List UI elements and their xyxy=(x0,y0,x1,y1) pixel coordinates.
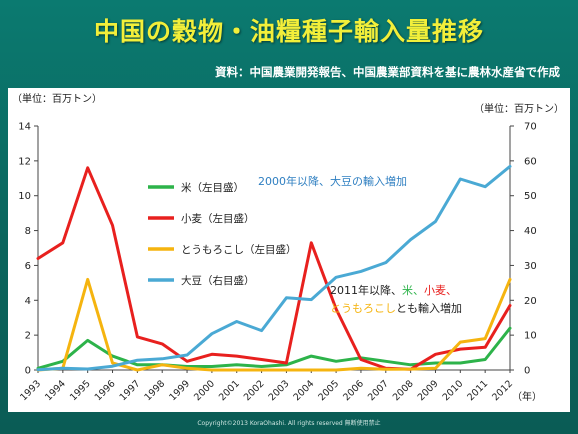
y-right-tick-label: 60 xyxy=(524,156,537,167)
y-left-tick-label: 14 xyxy=(18,122,31,133)
y-right-tick-label: 30 xyxy=(524,261,537,272)
x-tick-label: 2002 xyxy=(242,378,267,403)
legend-label-3: 大豆（右目盛） xyxy=(181,274,255,287)
x-tick-label: 1993 xyxy=(18,378,43,403)
annotation-corn: とうもろこし xyxy=(330,302,396,315)
x-tick-label: 1995 xyxy=(68,378,93,403)
x-tick-label: 2003 xyxy=(267,378,292,403)
source-note: 資料：中国農業開発報告、中国農業部資料を基に農林水産省で作成 xyxy=(215,65,560,79)
y-right-tick-label: 10 xyxy=(524,331,537,342)
y-left-tick-label: 2 xyxy=(25,331,31,342)
y-left-tick-label: 8 xyxy=(25,226,31,237)
y-right-tick-label: 40 xyxy=(524,226,537,237)
annotation-suffix: とも輸入増加 xyxy=(396,301,462,315)
x-tick-label: 1997 xyxy=(118,378,143,403)
y-left-tick-label: 4 xyxy=(25,296,31,307)
chart-panel: 0 2 4 6 8 10 12 14 0 10 20 30 40 50 60 70 1993 1994 1995 19… xyxy=(8,88,570,412)
x-tick-label: 1996 xyxy=(93,378,118,403)
x-tick-label: 2000 xyxy=(192,378,217,403)
x-tick-label: 2005 xyxy=(316,378,341,403)
copyright: Copyright©2013 KoraOhashi. All rights re… xyxy=(197,420,381,427)
y-right-tick-label: 20 xyxy=(524,296,537,307)
x-unit-label: （年） xyxy=(512,390,542,403)
legend-label-1: 小麦（左目盛） xyxy=(181,212,255,225)
x-tick-label: 2008 xyxy=(391,378,416,403)
series-line-1 xyxy=(36,166,512,371)
annotation-soy: 2000年以降、大豆の輸入増加 xyxy=(258,174,407,188)
legend-label-0: 米（左目盛） xyxy=(181,181,244,194)
series-line-3 xyxy=(36,164,512,372)
y-right-tick-label: 0 xyxy=(524,366,530,377)
x-tick-label: 2006 xyxy=(341,378,366,403)
annotation-grain-line1: 2011年以降、米、小麦、 xyxy=(330,283,457,297)
x-tick-label: 2011 xyxy=(465,378,490,403)
y-right-tick-label: 50 xyxy=(524,191,537,202)
x-tick-label: 2004 xyxy=(292,378,317,403)
y-right-tick-label: 70 xyxy=(524,122,537,133)
x-tick-label: 1994 xyxy=(43,378,68,403)
x-tick-label: 1998 xyxy=(142,378,167,403)
x-tick-label: 2001 xyxy=(217,378,242,403)
x-tick-label: 1999 xyxy=(167,378,192,403)
slide-title: 中国の穀物・油糧種子輸入量推移 xyxy=(93,17,484,46)
y-left-tick-label: 6 xyxy=(25,261,31,272)
series-line-0 xyxy=(36,326,512,370)
annotation-prefix: 2011年以降、 xyxy=(330,283,402,297)
y-left-tick-label: 0 xyxy=(25,366,31,377)
annotation-wheat: 小麦、 xyxy=(424,284,457,297)
x-tick-label: 2007 xyxy=(366,378,391,403)
x-tick-label: 2009 xyxy=(416,378,441,403)
y-left-unit-label: （単位：百万トン） xyxy=(12,92,102,105)
annotation-rice: 米、 xyxy=(402,284,424,297)
legend-label-2: とうもろこし（左目盛） xyxy=(181,243,297,256)
x-tick-label: 2010 xyxy=(441,378,466,403)
y-left-tick-label: 10 xyxy=(18,191,31,202)
y-right-unit-label: （単位：百万トン） xyxy=(474,102,564,115)
y-left-tick-label: 12 xyxy=(18,156,31,167)
annotation-grain-line2: とうもろこしとも輸入増加 xyxy=(330,301,462,315)
